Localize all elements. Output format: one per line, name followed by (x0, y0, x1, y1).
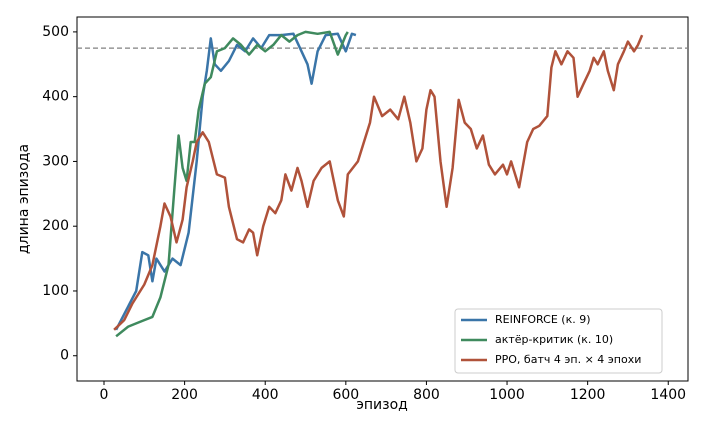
y-tick-label: 200 (42, 218, 69, 234)
x-axis-label: эпизод (356, 397, 408, 413)
x-tick-label: 600 (332, 387, 359, 403)
y-axis-label: длина эпизода (16, 144, 32, 254)
legend-label: PPO, батч 4 эп. × 4 эпохи (495, 353, 641, 366)
y-tick-label: 0 (60, 348, 69, 364)
y-tick-label: 400 (42, 89, 69, 105)
series-line (115, 30, 349, 338)
x-tick-label: 0 (100, 387, 109, 403)
legend-label: REINFORCE (к. 9) (495, 313, 591, 326)
y-tick-label: 500 (42, 24, 69, 40)
legend-label: актёр-критик (к. 10) (495, 333, 613, 346)
x-tick-label: 1200 (570, 387, 606, 403)
x-tick-label: 1400 (650, 387, 686, 403)
x-tick-label: 400 (252, 387, 279, 403)
x-tick-label: 800 (413, 387, 440, 403)
x-tick-label: 200 (171, 387, 198, 403)
plot-frame (76, 16, 689, 382)
x-tick-label: 1000 (489, 387, 525, 403)
y-tick-label: 300 (42, 153, 69, 169)
y-tick-label: 100 (42, 283, 69, 299)
series-line (114, 32, 357, 331)
legend-box (454, 308, 663, 374)
legend: REINFORCE (к. 9) актёр-критик (к. 10) PPO,… (454, 308, 663, 374)
series-line (113, 34, 644, 331)
